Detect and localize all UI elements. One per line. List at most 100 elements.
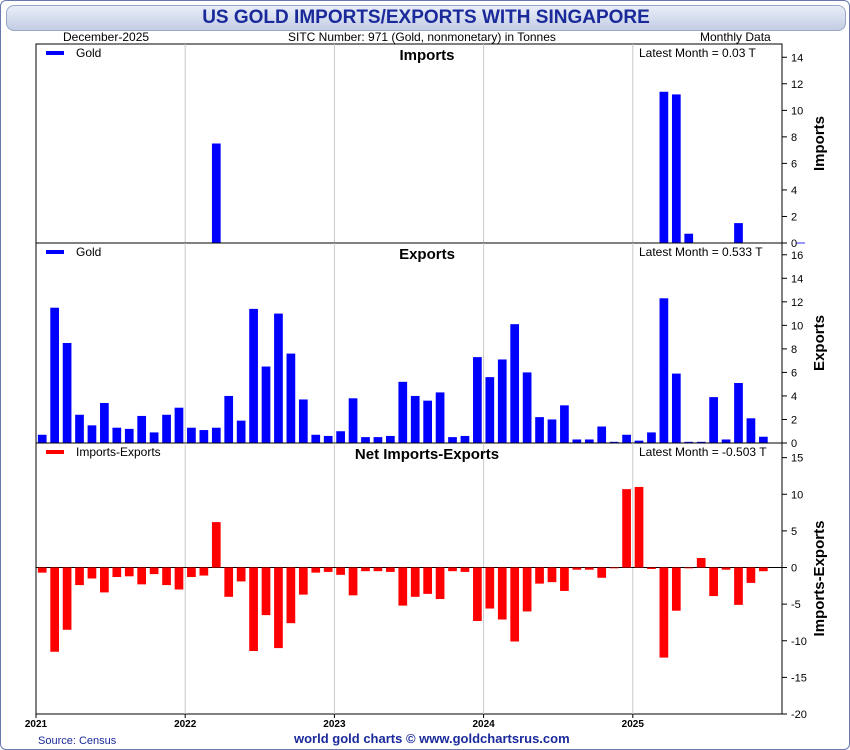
header-date: December-2025	[63, 30, 150, 44]
panel-1-legend-swatch	[46, 250, 64, 254]
panel-2-bar	[572, 567, 582, 570]
panel-1-ytick-label: 12	[791, 297, 803, 309]
panel-2-bar	[560, 567, 569, 591]
panel-1-bar	[174, 407, 184, 443]
panel-0-ytick-label: 14	[791, 52, 803, 64]
panel-0-ytick-label: 10	[791, 105, 803, 117]
x-tick-label: 2024	[472, 719, 495, 730]
panel-1-bar	[485, 377, 495, 443]
panel-2-bar	[758, 567, 768, 572]
panel-1-ytick-label: 16	[791, 250, 803, 262]
panel-2-ytick-label: 5	[791, 526, 797, 538]
panel-2-bar	[398, 567, 408, 606]
panel-0-ytick-label: 12	[791, 79, 803, 91]
panel-1-bar	[100, 403, 109, 443]
panel-0-bar	[659, 91, 669, 243]
panel-2-bar	[50, 567, 60, 652]
panel-0-bar	[734, 223, 743, 243]
panel-1-bar	[249, 308, 258, 443]
panel-2-bar	[124, 567, 134, 577]
panel-2-ytick-label: -15	[791, 672, 807, 684]
panel-2-bar	[410, 567, 420, 597]
panel-2-bar	[622, 489, 631, 568]
header-frequency: Monthly Data	[700, 30, 771, 44]
panel-1-ytick-label: 6	[791, 367, 797, 379]
panel-1-bar	[323, 435, 333, 443]
panel-1-bar	[460, 435, 470, 443]
panel-1-bar	[261, 366, 271, 443]
panel-0-legend-label: Gold	[76, 46, 101, 60]
panel-0-ytick-label: 2	[791, 211, 797, 223]
panel-2-bar	[323, 567, 333, 572]
panel-1-ylabel: Exports	[811, 315, 828, 371]
panel-0-bar	[211, 143, 221, 243]
panel-2-title: Net Imports-Exports	[355, 446, 499, 463]
panel-2-legend-swatch	[46, 450, 64, 454]
x-tick-label: 2021	[25, 719, 48, 730]
panel-1-ytick-label: 0	[791, 438, 797, 450]
panel-1-bar	[572, 439, 582, 443]
panel-1-bar	[622, 434, 631, 443]
panel-2-bar	[522, 567, 532, 612]
panel-2-bar	[286, 567, 296, 624]
panel-2-bar	[609, 567, 619, 569]
panel-2-ytick-label: -5	[791, 599, 801, 611]
chart-title: US GOLD IMPORTS/EXPORTS WITH SINGAPORE	[202, 7, 650, 28]
panel-1-ytick-label: 10	[791, 320, 803, 332]
panel-1-bar	[361, 437, 370, 443]
panel-1-bar	[224, 395, 234, 443]
panel-1-bar	[50, 307, 60, 443]
panel-1-bar	[647, 432, 656, 443]
panel-2-bar	[224, 567, 234, 597]
panel-1-bar	[721, 439, 731, 443]
footer-credit: world gold charts © www.goldchartsrus.co…	[294, 731, 570, 746]
panel-2-bar	[547, 567, 557, 583]
panel-2-bar	[659, 567, 669, 658]
panel-1-bar	[709, 397, 718, 443]
panel-2-latest-month: Latest Month = -0.503 T	[639, 445, 767, 459]
panel-1-bar	[149, 432, 159, 443]
panel-2-bar	[423, 567, 433, 594]
panel-1-bar	[696, 441, 706, 443]
panel-0-ytick-label: 8	[791, 132, 797, 144]
panel-2-bar	[361, 567, 370, 572]
panel-0-legend-swatch	[46, 51, 64, 55]
panel-2-bar	[112, 567, 122, 578]
panel-0-title: Imports	[399, 47, 454, 64]
panel-2-bar	[684, 567, 694, 569]
panel-2-bar	[696, 557, 706, 568]
panel-2-ytick-label: 0	[791, 563, 797, 575]
panel-0-ytick-label: 0	[791, 238, 797, 250]
panel-1-bar	[37, 434, 47, 443]
panel-2-bar	[584, 567, 594, 570]
panel-2-legend-label: Imports-Exports	[76, 445, 161, 459]
panel-2-bar	[671, 567, 681, 611]
panel-1-latest-month: Latest Month = 0.533 T	[639, 245, 763, 259]
panel-2-bar	[137, 567, 147, 585]
panel-2-ytick-label: -20	[791, 709, 807, 721]
panel-2-bar	[473, 567, 482, 621]
panel-1-bar	[473, 357, 482, 443]
panel-2-bar	[37, 567, 47, 573]
panel-1-bar	[560, 405, 569, 443]
panel-1-bar	[62, 343, 72, 443]
panel-0-latest-month: Latest Month = 0.03 T	[639, 46, 757, 60]
panel-1-bar	[497, 359, 507, 443]
panel-1-bar	[187, 427, 196, 443]
x-tick-label: 2022	[174, 719, 197, 730]
panel-1-bar	[124, 428, 134, 443]
panel-2-bar	[647, 567, 656, 569]
panel-1-bar	[684, 441, 694, 443]
panel-2-bar	[75, 567, 84, 586]
panel-1-bar	[659, 298, 669, 443]
panel-0-bar	[796, 242, 806, 244]
panel-2-bar	[100, 567, 109, 593]
panel-1-ytick-label: 14	[791, 273, 803, 285]
panel-1-bar	[211, 427, 221, 443]
panel-2-bar	[348, 567, 358, 596]
panel-2-bar	[199, 567, 209, 576]
panel-2-bar	[149, 567, 159, 575]
panel-1-bar	[535, 417, 544, 443]
